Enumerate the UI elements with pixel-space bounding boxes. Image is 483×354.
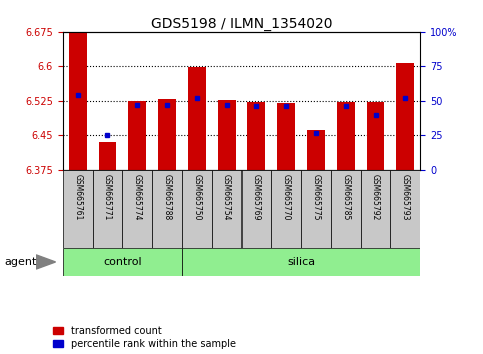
- Bar: [63, 170, 93, 248]
- Bar: [212, 170, 242, 248]
- Bar: [247, 102, 265, 170]
- Bar: [182, 170, 212, 248]
- Bar: [158, 98, 176, 170]
- Bar: [69, 32, 86, 170]
- Polygon shape: [36, 255, 56, 269]
- Text: agent: agent: [5, 257, 37, 267]
- Bar: [152, 170, 182, 248]
- Bar: [242, 170, 271, 248]
- Text: silica: silica: [287, 257, 315, 267]
- Bar: [361, 170, 390, 248]
- Bar: [188, 67, 206, 170]
- Text: GSM665761: GSM665761: [73, 174, 82, 220]
- Title: GDS5198 / ILMN_1354020: GDS5198 / ILMN_1354020: [151, 17, 332, 31]
- Bar: [307, 130, 325, 170]
- Bar: [301, 170, 331, 248]
- Bar: [99, 142, 116, 170]
- Bar: [331, 170, 361, 248]
- Text: GSM665774: GSM665774: [133, 174, 142, 220]
- Bar: [271, 170, 301, 248]
- Text: GSM665785: GSM665785: [341, 174, 350, 220]
- Text: GSM665754: GSM665754: [222, 174, 231, 220]
- Bar: [390, 170, 420, 248]
- Bar: [337, 102, 355, 170]
- Text: GSM665775: GSM665775: [312, 174, 320, 220]
- Text: GSM665792: GSM665792: [371, 174, 380, 220]
- Bar: [367, 102, 384, 170]
- Text: GSM665750: GSM665750: [192, 174, 201, 220]
- Bar: [63, 248, 182, 276]
- Bar: [122, 170, 152, 248]
- Text: control: control: [103, 257, 142, 267]
- Text: GSM665793: GSM665793: [401, 174, 410, 220]
- Text: GSM665769: GSM665769: [252, 174, 261, 220]
- Text: GSM665788: GSM665788: [163, 174, 171, 220]
- Legend: transformed count, percentile rank within the sample: transformed count, percentile rank withi…: [53, 326, 236, 349]
- Bar: [218, 99, 236, 170]
- Bar: [128, 101, 146, 170]
- Bar: [93, 170, 122, 248]
- Bar: [182, 248, 420, 276]
- Text: GSM665770: GSM665770: [282, 174, 291, 220]
- Bar: [397, 63, 414, 170]
- Bar: [277, 103, 295, 170]
- Text: GSM665771: GSM665771: [103, 174, 112, 220]
